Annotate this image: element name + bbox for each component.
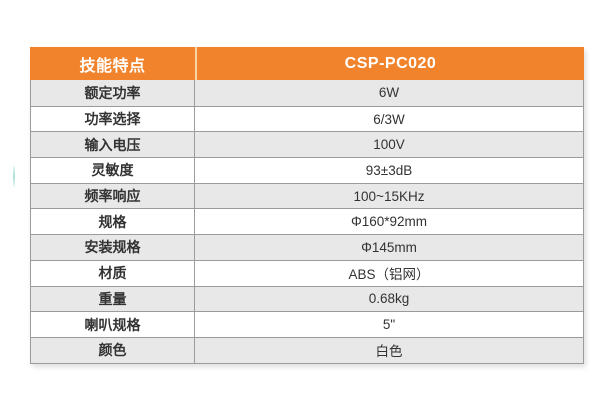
spec-value: 6/3W bbox=[373, 111, 405, 127]
table-row: 重量 0.68kg bbox=[31, 285, 583, 312]
spec-label: 频率响应 bbox=[31, 183, 195, 209]
spec-label: 安装规格 bbox=[31, 235, 195, 260]
header-model-number: CSP-PC020 bbox=[195, 47, 584, 80]
spec-value: 6W bbox=[378, 85, 400, 101]
table-row: 颜色 白色 bbox=[31, 336, 583, 363]
spec-label: 规格 bbox=[31, 209, 195, 235]
spec-value: Φ145mm bbox=[361, 239, 417, 255]
spec-label: 额定功率 bbox=[31, 80, 195, 106]
spec-value: 93±3dB bbox=[365, 162, 413, 178]
spec-value: 100~15KHz bbox=[353, 188, 425, 204]
table-row: 频率响应 100~15KHz bbox=[31, 182, 583, 209]
spec-label: 颜色 bbox=[31, 337, 195, 363]
spec-table-body: 额定功率 6W 功率选择 6/3W 输入电压 100V 灵敏度 93±3dB 频… bbox=[30, 80, 584, 364]
table-row: 喇叭规格 5" bbox=[31, 311, 583, 337]
table-row: 灵敏度 93±3dB bbox=[31, 157, 583, 183]
spec-value: ABS（铝网） bbox=[348, 267, 430, 283]
spec-label: 材质 bbox=[31, 260, 195, 286]
spec-table: 技能特点 CSP-PC020 额定功率 6W 功率选择 6/3W 输入电压 10… bbox=[30, 47, 584, 364]
spec-value: 0.68kg bbox=[368, 291, 410, 307]
spec-table-header-row: 技能特点 CSP-PC020 bbox=[30, 47, 584, 80]
spec-value: 白色 bbox=[375, 344, 403, 360]
spec-label: 灵敏度 bbox=[31, 158, 195, 183]
table-row: 材质 ABS（铝网） bbox=[31, 259, 583, 286]
table-row: 安装规格 Φ145mm bbox=[31, 234, 583, 260]
table-row: 额定功率 6W bbox=[31, 80, 583, 106]
spec-label: 功率选择 bbox=[31, 106, 195, 132]
page-edge-artifact bbox=[13, 166, 15, 187]
spec-value: Φ160*92mm bbox=[350, 214, 428, 230]
header-feature-title: 技能特点 bbox=[79, 57, 146, 75]
spec-label: 输入电压 bbox=[31, 132, 195, 158]
spec-label: 喇叭规格 bbox=[31, 312, 195, 337]
table-row: 功率选择 6/3W bbox=[31, 105, 583, 132]
table-row: 规格 Φ160*92mm bbox=[31, 208, 583, 235]
spec-label: 重量 bbox=[31, 286, 195, 312]
spec-value: 100V bbox=[373, 137, 405, 153]
table-row: 输入电压 100V bbox=[31, 131, 583, 158]
spec-value: 5" bbox=[382, 317, 396, 333]
